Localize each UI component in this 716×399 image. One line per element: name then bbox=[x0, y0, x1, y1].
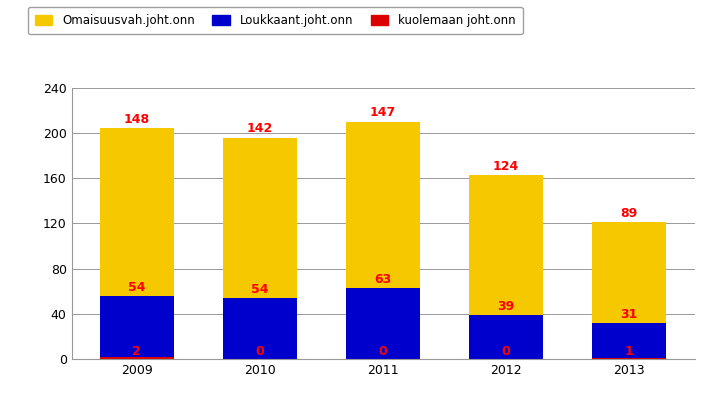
Text: 0: 0 bbox=[502, 345, 511, 358]
Text: 63: 63 bbox=[374, 273, 392, 286]
Bar bbox=[346, 288, 420, 359]
Text: 0: 0 bbox=[379, 345, 387, 358]
Bar bbox=[592, 323, 666, 358]
Bar bbox=[592, 358, 666, 359]
Bar bbox=[100, 357, 174, 359]
Bar bbox=[100, 128, 174, 296]
Bar bbox=[469, 315, 543, 359]
Text: 89: 89 bbox=[621, 207, 638, 220]
Text: 0: 0 bbox=[256, 345, 264, 358]
Bar bbox=[346, 122, 420, 288]
Text: 142: 142 bbox=[247, 122, 273, 135]
Bar bbox=[100, 296, 174, 357]
Text: 1: 1 bbox=[625, 345, 634, 358]
Bar bbox=[223, 298, 297, 359]
Text: 148: 148 bbox=[124, 113, 150, 126]
Bar bbox=[469, 175, 543, 315]
Text: 124: 124 bbox=[493, 160, 519, 172]
Bar bbox=[592, 222, 666, 323]
Legend: Omaisuusvah.joht.onn, Loukkaant.joht.onn, kuolemaan joht.onn: Omaisuusvah.joht.onn, Loukkaant.joht.onn… bbox=[28, 7, 523, 34]
Text: 39: 39 bbox=[498, 300, 515, 313]
Text: 54: 54 bbox=[251, 283, 268, 296]
Text: 54: 54 bbox=[128, 280, 145, 294]
Text: 31: 31 bbox=[621, 308, 638, 321]
Bar bbox=[223, 138, 297, 298]
Text: 2: 2 bbox=[132, 345, 141, 358]
Text: 147: 147 bbox=[370, 107, 396, 119]
